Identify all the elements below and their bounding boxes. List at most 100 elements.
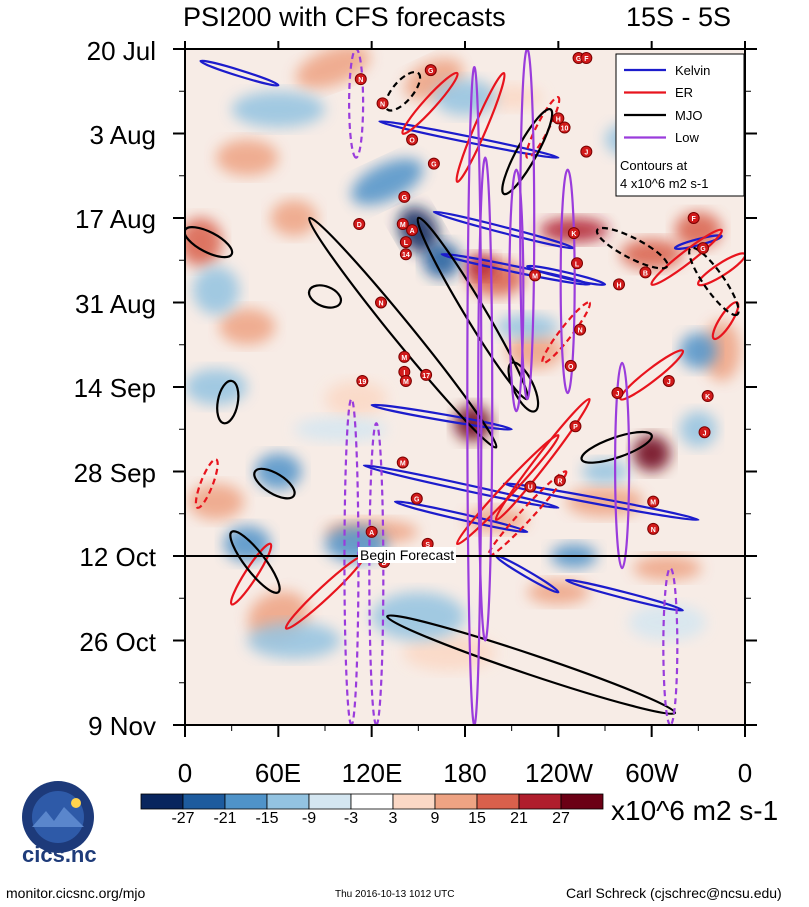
colorbar-swatch — [476, 793, 520, 810]
storm-marker-icon — [639, 266, 652, 279]
colorbar-tick-label: -3 — [343, 810, 359, 827]
y-tick-label: 17 Aug — [75, 204, 156, 234]
storm-marker: M — [396, 456, 409, 469]
storm-marker-label: 10 — [561, 125, 569, 132]
shading-blob — [496, 314, 559, 339]
storm-marker-label: M — [400, 460, 406, 467]
shading-blob — [231, 91, 325, 128]
legend-label-er: ER — [675, 85, 694, 100]
mjo-contour — [216, 379, 240, 425]
shading-blob — [675, 211, 722, 249]
storm-marker-label: F — [692, 216, 697, 223]
storm-marker-label: A — [410, 228, 415, 235]
storm-marker-label: G — [431, 162, 437, 169]
storm-marker-icon — [399, 236, 412, 249]
storm-marker: G — [427, 157, 440, 170]
shading-blob — [423, 242, 461, 279]
storm-marker: N — [574, 323, 587, 336]
storm-marker-icon — [376, 97, 389, 110]
storm-marker-label: M — [532, 273, 538, 280]
storm-marker-label: 17 — [422, 373, 430, 380]
storm-marker: P — [569, 420, 582, 433]
legend-note: 4 x10^6 m2 s-1 — [620, 176, 709, 191]
storm-marker-label: D — [357, 222, 362, 229]
storm-marker-label: B — [643, 270, 648, 277]
legend-note: Contours at — [620, 158, 688, 173]
y-tick-label: 31 Aug — [75, 289, 156, 319]
storm-marker: O — [564, 359, 577, 372]
shading-blob — [633, 556, 702, 581]
storm-marker-label: N — [380, 101, 385, 108]
storm-marker: R — [553, 474, 566, 487]
colorbar-swatch — [560, 793, 604, 810]
y-tick-label: 14 Sep — [73, 373, 156, 403]
storm-marker: M — [396, 218, 409, 231]
mjo-contour — [595, 226, 669, 270]
storm-marker: O — [406, 133, 419, 146]
storm-marker: 19 — [356, 374, 369, 387]
storm-marker-icon — [574, 323, 587, 336]
shading-blob — [402, 634, 497, 671]
storm-marker-label: R — [557, 479, 562, 486]
er-contour — [486, 470, 568, 558]
storm-marker-icon — [396, 218, 409, 231]
storm-marker: N — [375, 296, 387, 309]
low-contour — [466, 66, 483, 725]
storm-marker-label: J — [615, 391, 619, 398]
storm-marker-label: G — [402, 195, 408, 202]
storm-marker-icon — [564, 359, 577, 372]
storm-marker-label: P — [573, 424, 578, 431]
storm-marker: L — [571, 257, 583, 270]
storm-marker: 10 — [558, 121, 571, 134]
colorbar-swatch — [350, 793, 394, 810]
storm-marker: N — [376, 97, 389, 110]
colorbar — [140, 793, 604, 810]
colorbar-swatch — [182, 793, 226, 810]
shading-blob — [192, 266, 240, 315]
shading-blob — [255, 453, 302, 490]
kelvin-contour — [199, 59, 280, 87]
colorbar-tick-label: 9 — [430, 810, 440, 827]
mjo-contour — [307, 284, 343, 309]
storm-marker: 14 — [399, 248, 412, 261]
er-contour — [541, 301, 592, 365]
anomaly-shading — [185, 49, 745, 725]
storm-marker-label: 14 — [402, 252, 410, 259]
shading-blob — [293, 417, 388, 442]
legend-frame — [615, 53, 745, 197]
storm-marker-icon — [375, 296, 387, 309]
kelvin-contour — [565, 578, 684, 612]
shading-blob — [628, 604, 707, 641]
legend — [615, 53, 745, 197]
source-link[interactable]: monitor.cicsnc.org/mjo — [6, 885, 146, 901]
storm-marker-label: H — [616, 282, 621, 289]
storm-marker-label: S — [425, 542, 430, 549]
storm-marker-icon — [569, 420, 582, 433]
shading-blob — [371, 592, 466, 641]
colorbar-swatch — [392, 793, 436, 810]
mjo-contour — [253, 467, 296, 500]
kelvin-contour — [362, 464, 560, 510]
storm-marker-label: N — [578, 328, 583, 335]
logo-text: cics.nc — [22, 842, 97, 867]
shading-blob — [188, 483, 245, 520]
forecast-start-label: Begin Forecast — [358, 547, 457, 563]
colorbar-swatch — [140, 793, 184, 810]
shading-blob — [351, 158, 424, 206]
y-tick-label: 26 Oct — [79, 627, 156, 657]
x-tick-label: 120W — [525, 758, 593, 788]
low-contour — [477, 156, 494, 642]
storm-marker: A — [406, 224, 419, 237]
storm-marker: G — [424, 64, 437, 77]
storm-marker: B — [639, 266, 652, 279]
colorbar-tick-label: 3 — [388, 810, 398, 827]
storm-marker-label: H — [556, 116, 561, 123]
chart-title: PSI200 with CFS forecasts — [183, 2, 506, 32]
storm-marker-icon — [399, 374, 412, 387]
storm-marker: G — [398, 190, 411, 203]
storm-marker-icon — [424, 64, 437, 77]
storm-marker-label: G — [414, 497, 420, 504]
colorbar-tick-label: -15 — [255, 810, 279, 827]
timestamp: Thu 2016-10-13 1012 UTC — [335, 889, 455, 900]
storm-marker-label: F — [584, 56, 589, 63]
